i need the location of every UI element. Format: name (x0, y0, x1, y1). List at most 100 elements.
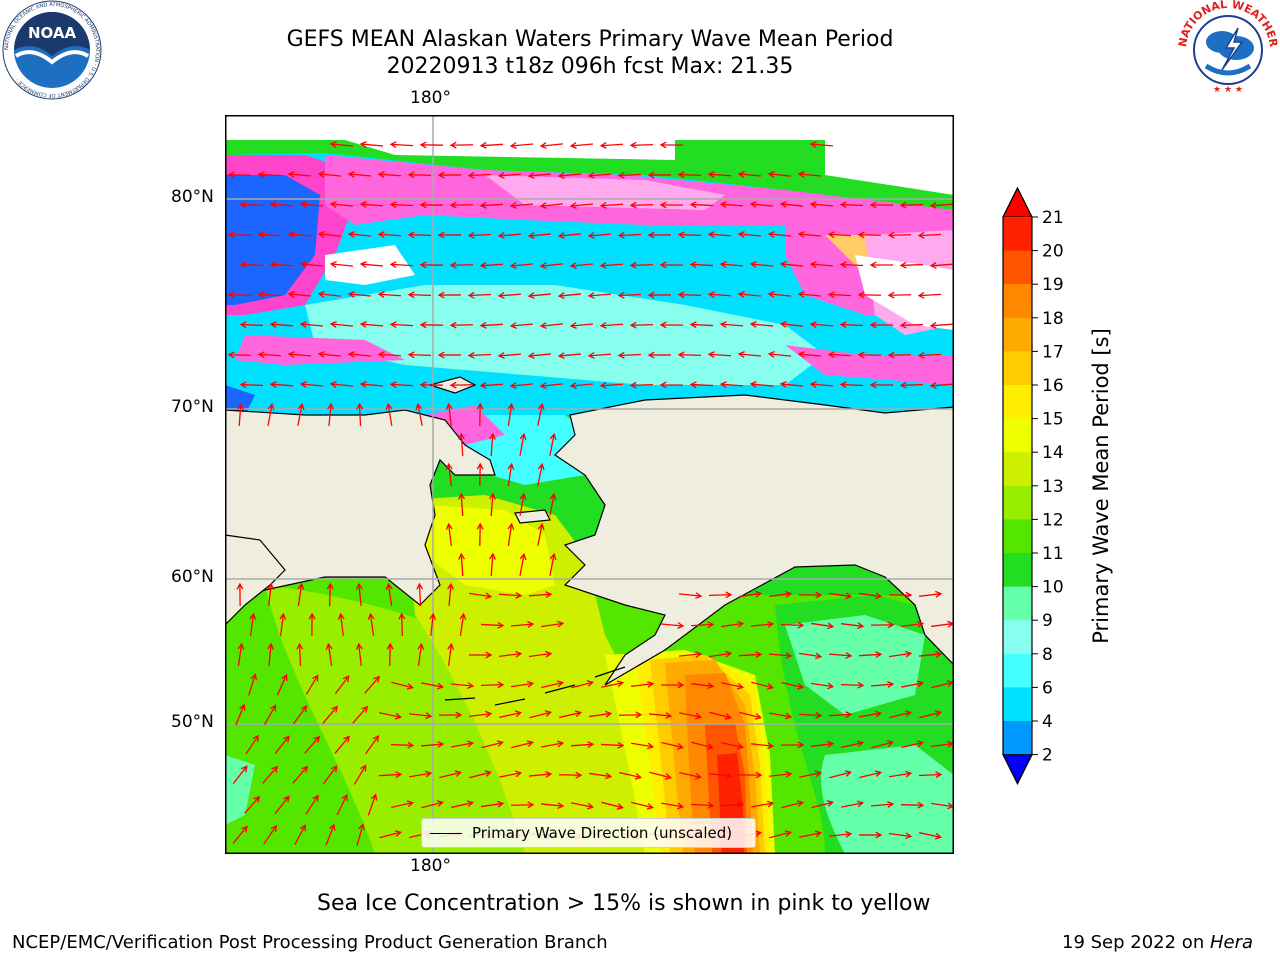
wave-direction-arrow (827, 351, 852, 359)
wave-direction-arrow (691, 741, 714, 750)
wave-direction-arrow (539, 262, 564, 270)
wave-direction-arrow (689, 381, 714, 389)
wave-direction-arrow (558, 771, 583, 779)
wave-direction-arrow (407, 291, 432, 299)
colorbar-box (1003, 485, 1032, 520)
colorbar-box (1003, 284, 1032, 319)
wave-direction-arrow (507, 402, 515, 426)
wave-direction-arrow (329, 260, 354, 268)
wave-direction-arrow (601, 680, 625, 688)
wave-direction-arrow (737, 351, 762, 358)
colorbar-tick-label: 21 (1042, 208, 1064, 228)
wave-direction-arrow (489, 492, 496, 517)
footer-date: 19 Sep 2022 on (1062, 932, 1210, 953)
wave-direction-arrow (539, 322, 564, 330)
wave-direction-arrow (438, 711, 463, 719)
wave-direction-arrow (689, 261, 714, 269)
wave-direction-arrow (841, 800, 865, 808)
wave-direction-arrow (249, 612, 257, 636)
wave-direction-arrow (334, 675, 350, 695)
wave-direction-arrow (721, 682, 745, 690)
wave-direction-arrow (347, 231, 372, 238)
wave-direction-arrow (719, 381, 744, 388)
wave-direction-arrow (227, 351, 252, 359)
wave-direction-arrow (329, 140, 354, 148)
wave-direction-arrow (511, 740, 534, 749)
wave-direction-arrow (305, 794, 319, 815)
colorbar-box (1003, 317, 1032, 352)
wave-direction-arrow (407, 171, 432, 179)
wave-direction-arrow (647, 291, 672, 299)
wave-direction-arrow (458, 552, 466, 577)
wave-direction-arrow (721, 742, 745, 750)
wave-direction-arrow (919, 590, 943, 598)
wave-direction-arrow (751, 681, 774, 690)
plot-title: GEFS MEAN Alaskan Waters Primary Wave Me… (286, 27, 894, 52)
wave-direction-arrow (419, 381, 444, 389)
colorbar-tick-label: 18 (1042, 309, 1064, 329)
wave-direction-arrow (390, 741, 415, 749)
wave-direction-arrow (750, 742, 775, 750)
wave-direction-arrow (347, 291, 372, 298)
wave-direction-arrow (679, 772, 703, 780)
noaa-logo-text: NOAA (28, 24, 77, 42)
footer-host: Hera (1209, 932, 1253, 953)
wave-direction-arrow (689, 201, 714, 209)
wave-direction-arrow (274, 735, 290, 754)
legend-line-swatch (430, 832, 462, 834)
colorbar-tick-label: 13 (1042, 477, 1064, 497)
wave-direction-arrow (537, 522, 545, 546)
colorbar-tick-label: 4 (1042, 712, 1053, 732)
wave-direction-arrow (631, 680, 655, 688)
wave-direction-arrow (749, 380, 774, 388)
wave-direction-arrow (419, 261, 444, 269)
wave-direction-arrow (840, 681, 865, 689)
wave-direction-arrow (449, 321, 474, 329)
caption: Sea Ice Concentration > 15% is shown in … (317, 891, 931, 916)
wave-direction-arrow (677, 231, 702, 239)
wave-direction-arrow (629, 261, 654, 269)
wave-direction-arrow (479, 141, 504, 149)
wave-direction-arrow (559, 710, 583, 719)
wave-direction-arrow (239, 381, 264, 389)
wave-direction-arrow (660, 622, 685, 629)
wave-direction-arrow (437, 351, 462, 359)
wave-direction-arrow (507, 462, 515, 486)
wave-direction-arrow (507, 522, 515, 546)
wave-direction-arrow (799, 652, 823, 660)
wave-direction-arrow (827, 291, 852, 299)
wave-direction-arrow (509, 262, 534, 269)
wave-direction-arrow (479, 381, 504, 389)
wave-direction-arrow (257, 291, 282, 299)
wave-direction-arrow (539, 382, 564, 390)
wave-direction-arrow (458, 492, 466, 517)
wave-direction-arrow (619, 771, 643, 780)
colorbar-tick-label: 15 (1042, 410, 1064, 430)
wave-direction-arrow (329, 320, 354, 328)
wave-direction-arrow (421, 800, 444, 809)
colorbar-box (1003, 250, 1032, 285)
wave-direction-arrow (378, 771, 403, 779)
wave-direction-arrow (557, 292, 582, 300)
wave-direction-arrow (541, 680, 565, 689)
wave-direction-arrow (899, 201, 924, 209)
wave-direction-arrow (236, 582, 244, 607)
wave-direction-arrow (600, 741, 625, 749)
wave-direction-arrow (447, 642, 455, 666)
wave-direction-arrow (445, 522, 453, 546)
wave-direction-arrow (528, 591, 553, 598)
wave-direction-arrow (317, 290, 342, 298)
wave-direction-arrow (480, 621, 505, 629)
wave-direction-arrow (827, 231, 852, 239)
wave-direction-arrow (549, 552, 557, 576)
wave-direction-arrow (239, 261, 264, 269)
wave-direction-arrow (797, 171, 822, 178)
wave-direction-arrow (739, 711, 763, 720)
wave-direction-arrow (869, 321, 894, 329)
wave-direction-arrow (557, 172, 582, 180)
wave-direction-arrow (569, 322, 594, 329)
wave-direction-arrow (719, 201, 744, 208)
colorbar-tick-label: 2 (1042, 746, 1053, 766)
colorbar-label: Primary Wave Mean Period [s] (1089, 328, 1113, 644)
colorbar-box (1003, 385, 1032, 420)
